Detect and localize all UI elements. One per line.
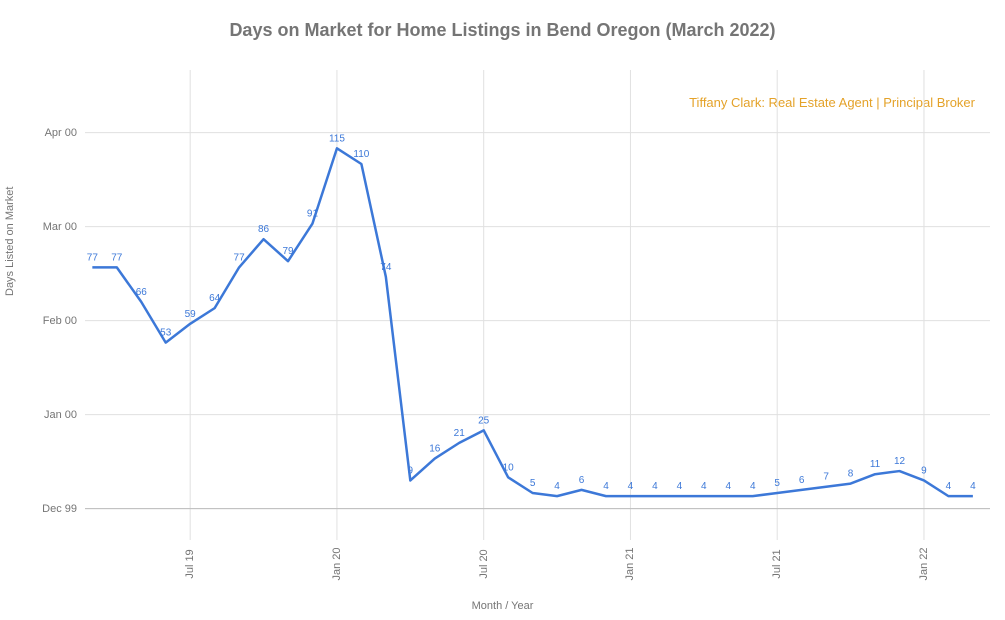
y-tick-label: Feb 00 xyxy=(43,315,77,327)
data-point-label: 4 xyxy=(970,481,976,492)
data-point-label: 4 xyxy=(750,481,756,492)
data-point-label: 110 xyxy=(353,149,369,160)
data-point-label: 79 xyxy=(282,246,294,257)
data-point-label: 4 xyxy=(726,481,732,492)
data-point-label: 91 xyxy=(307,209,319,220)
data-point-label: 77 xyxy=(234,252,246,263)
data-point-label: 4 xyxy=(554,481,560,492)
data-point-label: 9 xyxy=(921,465,927,476)
data-point-label: 7 xyxy=(823,472,829,483)
x-tick-label: Jul 21 xyxy=(771,549,783,578)
data-line xyxy=(92,148,973,496)
data-point-label: 4 xyxy=(946,481,952,492)
x-tick-label: Jul 20 xyxy=(478,549,490,578)
data-point-label: 77 xyxy=(87,252,99,263)
data-point-label: 4 xyxy=(677,481,683,492)
y-tick-label: Apr 00 xyxy=(45,127,77,139)
plot-area: 7777665359647786799111511074916212510546… xyxy=(85,70,990,540)
data-point-label: 115 xyxy=(329,133,345,144)
data-point-label: 86 xyxy=(258,224,270,235)
y-tick-label: Jan 00 xyxy=(44,409,77,421)
y-tick-label: Dec 99 xyxy=(42,503,77,515)
data-point-label: 12 xyxy=(894,456,906,467)
y-tick-label: Mar 00 xyxy=(43,221,77,233)
x-tick-label: Jan 22 xyxy=(918,547,930,580)
chart-container: Days on Market for Home Listings in Bend… xyxy=(0,0,1005,620)
y-axis-label: Days Listed on Market xyxy=(4,187,16,296)
data-point-label: 74 xyxy=(380,262,392,273)
data-point-label: 6 xyxy=(579,475,585,486)
data-point-label: 4 xyxy=(701,481,707,492)
data-point-label: 5 xyxy=(530,478,536,489)
data-point-label: 4 xyxy=(603,481,609,492)
data-point-label: 25 xyxy=(478,415,490,426)
data-point-label: 8 xyxy=(848,469,854,480)
chart-title: Days on Market for Home Listings in Bend… xyxy=(0,0,1005,41)
data-point-label: 16 xyxy=(429,444,441,455)
x-tick-label: Jan 21 xyxy=(624,547,636,580)
x-tick-label: Jan 20 xyxy=(331,547,343,580)
data-point-label: 9 xyxy=(408,465,414,476)
x-axis-label: Month / Year xyxy=(472,600,534,612)
data-point-label: 21 xyxy=(454,428,466,439)
data-point-label: 66 xyxy=(136,287,148,298)
data-point-label: 64 xyxy=(209,293,221,304)
data-point-label: 53 xyxy=(160,328,172,339)
data-point-label: 10 xyxy=(503,462,515,473)
line-chart-svg: 7777665359647786799111511074916212510546… xyxy=(85,70,990,540)
data-point-label: 77 xyxy=(111,252,123,263)
data-point-label: 4 xyxy=(628,481,634,492)
x-tick-label: Jul 19 xyxy=(184,549,196,578)
data-point-label: 5 xyxy=(774,478,780,489)
data-point-label: 11 xyxy=(870,459,881,470)
data-point-label: 4 xyxy=(652,481,658,492)
data-point-label: 6 xyxy=(799,475,805,486)
data-point-label: 59 xyxy=(185,309,197,320)
